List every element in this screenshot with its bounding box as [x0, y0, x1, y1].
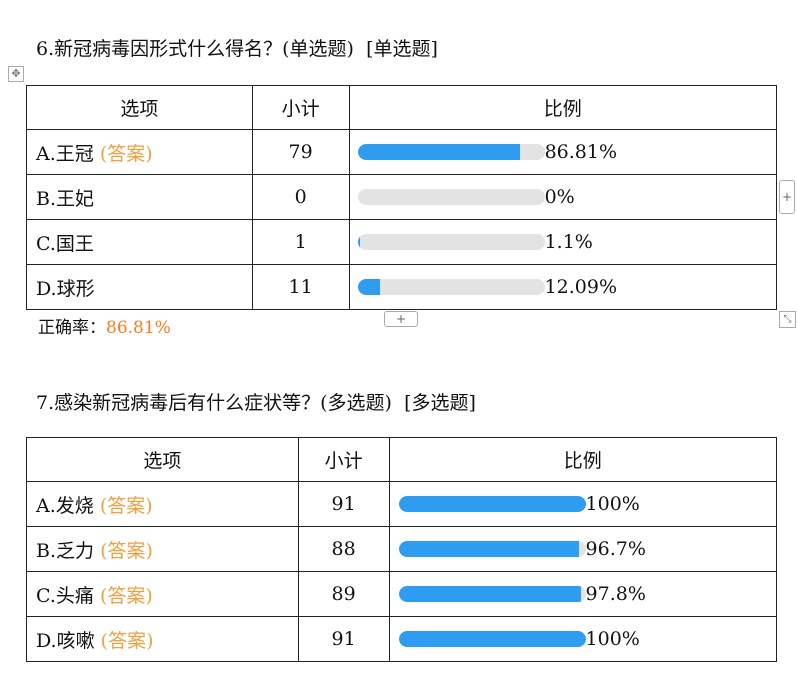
progress-bar [398, 541, 586, 557]
progress-bar [357, 144, 545, 160]
answer-tag: (答案) [100, 629, 154, 652]
header-ratio: 比例 [348, 85, 778, 130]
percent-label: 96.7% [585, 538, 646, 560]
progress-bar [357, 234, 545, 250]
ratio-cell: 100% [388, 481, 778, 527]
table-row: C.头痛 (答案) 89 97.8% [26, 571, 778, 617]
count-cell: 89 [297, 571, 390, 617]
option-label: D.咳嗽 [36, 629, 95, 652]
progress-bar-fill [398, 496, 586, 512]
progress-bar-fill [398, 586, 582, 602]
option-cell: D.咳嗽 (答案) [26, 616, 299, 662]
table-header-row: 选项 小计 比例 [26, 437, 778, 482]
percent-label: 12.09% [544, 276, 618, 298]
question-6-table: 选项 小计 比例 A.王冠 (答案) 79 86.81% B.王妃 0 0% C.国王 1 1.… [26, 85, 778, 310]
header-count: 小计 [297, 437, 390, 482]
ratio-cell: 100% [388, 616, 778, 662]
header-option: 选项 [26, 85, 253, 130]
option-cell: B.乏力 (答案) [26, 526, 299, 572]
percent-label: 97.8% [585, 583, 646, 605]
table-row: C.国王 1 1.1% [26, 219, 778, 265]
count-cell: 88 [297, 526, 390, 572]
progress-bar-fill [357, 234, 360, 250]
question-7-title: 7.感染新冠病毒后有什么症状等？(多选题) [多选题] [36, 392, 476, 414]
correct-rate-value: 86.81% [106, 318, 171, 338]
ratio-cell: 96.7% [388, 526, 778, 572]
resize-icon[interactable]: ⤡ [779, 311, 796, 328]
ratio-cell: 1.1% [348, 219, 778, 265]
progress-bar [357, 189, 545, 205]
option-label: C.国王 [36, 232, 94, 255]
answer-tag: (答案) [99, 142, 153, 165]
table-row: D.球形 11 12.09% [26, 264, 778, 310]
header-count: 小计 [251, 85, 350, 130]
add-row-button[interactable]: + [384, 311, 418, 327]
count-cell: 91 [297, 481, 390, 527]
progress-bar [398, 586, 586, 602]
table-row: B.乏力 (答案) 88 96.7% [26, 526, 778, 572]
count-cell: 0 [251, 174, 350, 220]
progress-bar-fill [357, 279, 381, 295]
option-cell: C.头痛 (答案) [26, 571, 299, 617]
percent-label: 0% [544, 186, 575, 208]
table-row: D.咳嗽 (答案) 91 100% [26, 616, 778, 662]
answer-tag: (答案) [100, 539, 153, 562]
option-label: B.乏力 [36, 539, 95, 562]
table-move-handle[interactable]: ✥ [8, 66, 24, 82]
progress-bar-fill [357, 144, 520, 160]
option-label: A.王冠 [36, 142, 94, 165]
add-column-button[interactable]: + [779, 180, 795, 214]
percent-label: 100% [585, 628, 640, 650]
ratio-cell: 12.09% [348, 264, 778, 310]
option-label: A.发烧 [36, 494, 94, 517]
progress-bar [398, 631, 586, 647]
table-row: B.王妃 0 0% [26, 174, 778, 220]
answer-tag: (答案) [99, 494, 153, 517]
option-cell: B.王妃 [26, 174, 253, 220]
count-cell: 91 [297, 616, 390, 662]
progress-bar [357, 279, 545, 295]
count-cell: 11 [251, 264, 350, 310]
ratio-cell: 86.81% [348, 129, 778, 175]
answer-tag: (答案) [99, 584, 153, 607]
progress-bar-fill [398, 541, 580, 557]
option-cell: A.发烧 (答案) [26, 481, 299, 527]
table-header-row: 选项 小计 比例 [26, 85, 778, 130]
option-label: D.球形 [36, 277, 95, 300]
header-option: 选项 [26, 437, 299, 482]
option-cell: C.国王 [26, 219, 253, 265]
question-7-table: 选项 小计 比例 A.发烧 (答案) 91 100% B.乏力 (答案) 88 96.7%… [26, 437, 778, 662]
header-ratio: 比例 [388, 437, 778, 482]
percent-label: 86.81% [544, 141, 618, 163]
correct-rate-label: 正确率： [38, 318, 106, 338]
progress-bar-fill [398, 631, 586, 647]
question-6-title: 6.新冠病毒因形式什么得名？(单选题) [单选题] [36, 38, 438, 60]
table-row: A.发烧 (答案) 91 100% [26, 481, 778, 527]
progress-bar [398, 496, 586, 512]
option-cell: A.王冠 (答案) [26, 129, 253, 175]
percent-label: 100% [585, 493, 640, 515]
percent-label: 1.1% [544, 231, 593, 253]
correct-rate: 正确率：86.81% [38, 313, 171, 338]
ratio-cell: 97.8% [388, 571, 778, 617]
ratio-cell: 0% [348, 174, 778, 220]
option-cell: D.球形 [26, 264, 253, 310]
table-row: A.王冠 (答案) 79 86.81% [26, 129, 778, 175]
option-label: B.王妃 [36, 187, 95, 210]
option-label: C.头痛 [36, 584, 94, 607]
count-cell: 1 [251, 219, 350, 265]
count-cell: 79 [251, 129, 350, 175]
